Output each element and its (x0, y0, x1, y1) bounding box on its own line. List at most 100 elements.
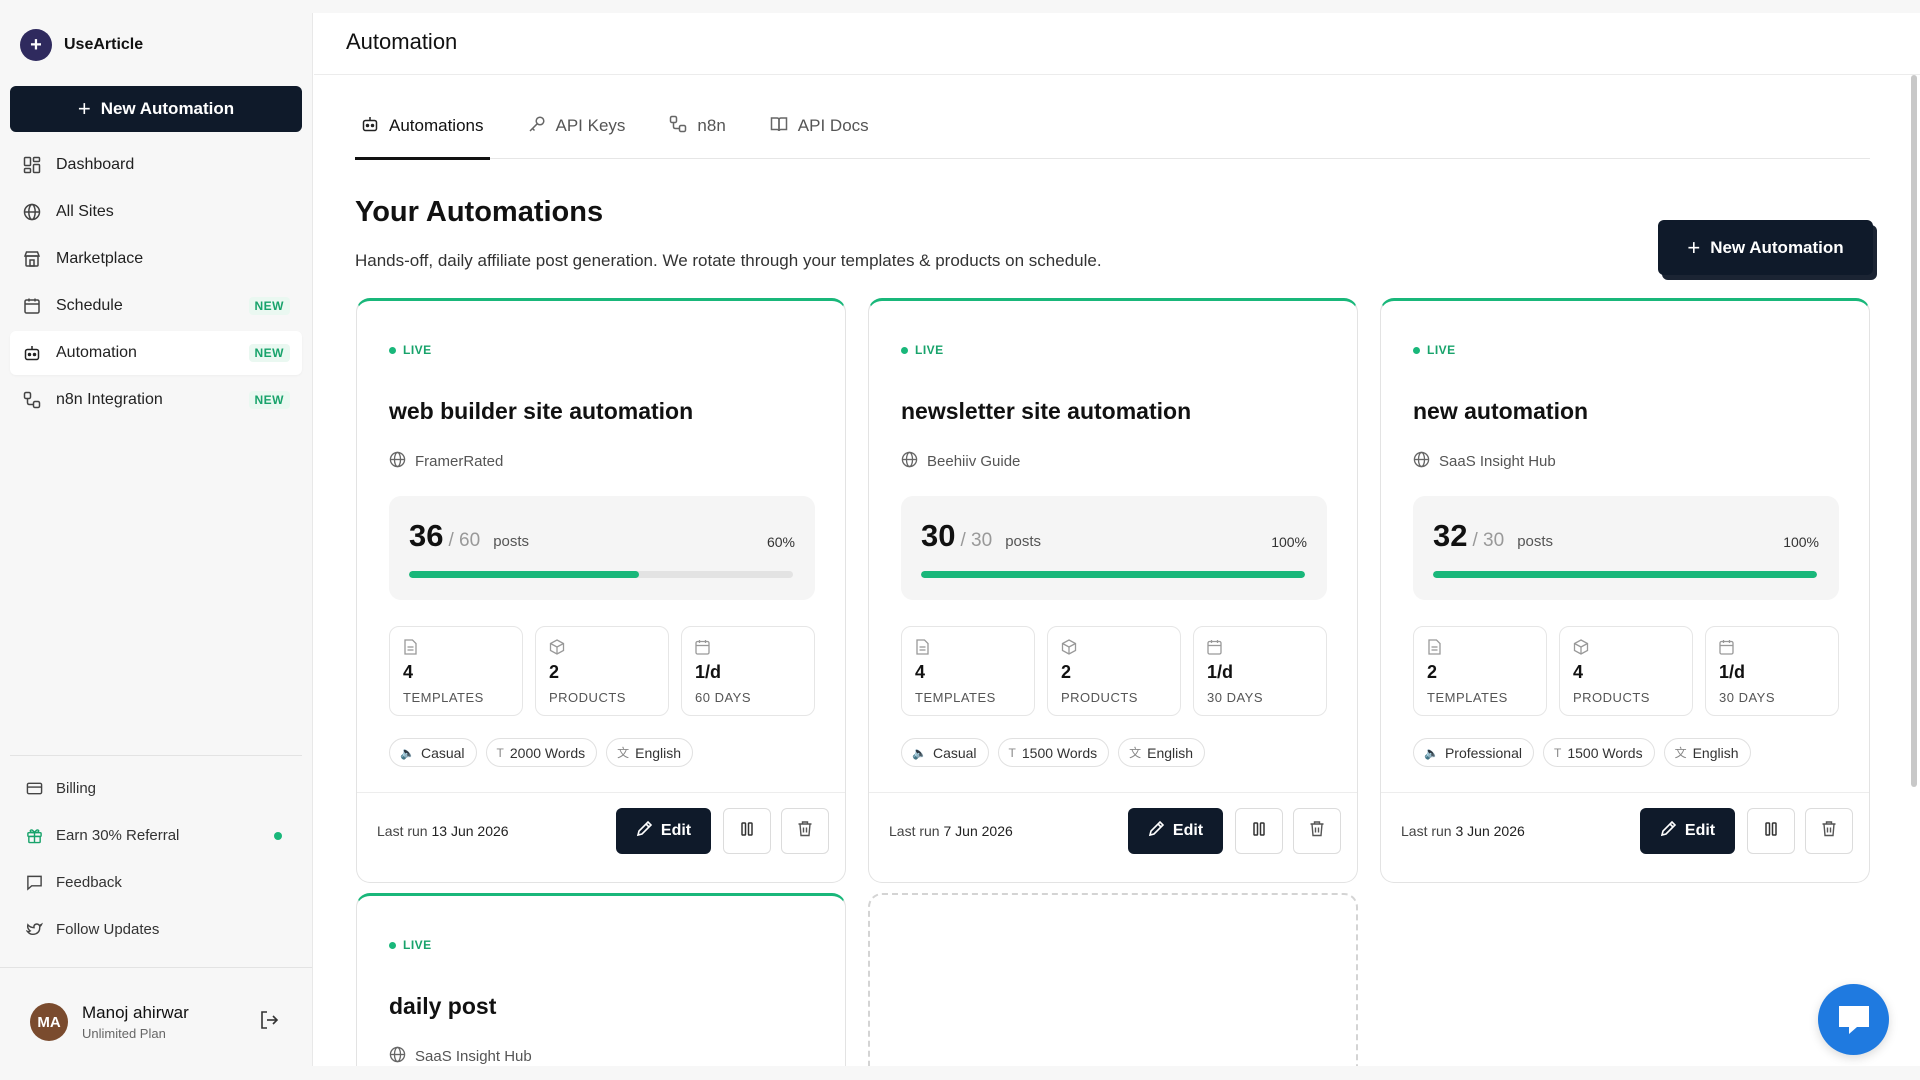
translate-icon: 文 (1674, 746, 1687, 760)
sidebar-new-automation-label: New Automation (100, 99, 235, 118)
section-subtitle: Hands-off, daily affiliate post generati… (355, 251, 1102, 270)
tab-api-keys[interactable]: API Keys (522, 93, 632, 159)
sidebar-item-feedback[interactable]: Feedback (10, 859, 302, 906)
new-automation-button[interactable]: + New Automation (1658, 220, 1873, 275)
pause-button[interactable] (1747, 808, 1795, 854)
sidebar-item-label: Feedback (56, 874, 122, 891)
sidebar-item-label: Schedule (56, 297, 123, 314)
pause-icon (1252, 821, 1266, 842)
stat-label: PRODUCTS (549, 690, 626, 705)
tab-api-docs[interactable]: API Docs (764, 93, 875, 159)
edit-button[interactable]: Edit (1640, 808, 1735, 854)
delete-button[interactable] (781, 808, 829, 854)
stat-value: 1/d (695, 662, 722, 682)
chip-label: Professional (1444, 744, 1522, 761)
brand[interactable]: + UseArticle (20, 29, 143, 61)
sidebar-item-all-sites[interactable]: All Sites (10, 190, 302, 234)
live-label: LIVE (915, 343, 944, 357)
empty-card-placeholder[interactable] (868, 893, 1358, 1066)
words-chip: T 1500 Words (997, 738, 1110, 767)
logout-icon[interactable] (258, 1009, 280, 1036)
key-icon (528, 115, 546, 138)
words-chip: T 2000 Words (485, 738, 598, 767)
trash-icon (797, 820, 813, 842)
twitter-icon (24, 920, 44, 940)
sidebar-item-label: All Sites (56, 203, 114, 220)
stat-label: TEMPLATES (1427, 690, 1508, 705)
automation-card[interactable]: LIVE web builder site automation FramerR… (356, 298, 846, 883)
sidebar-item-billing[interactable]: Billing (10, 765, 302, 812)
post-count: 32 / 30 posts (1433, 518, 1553, 554)
chat-support-button[interactable] (1818, 984, 1889, 1055)
sidebar-item-dashboard[interactable]: Dashboard (10, 143, 302, 187)
tone-chip: 🔈 Casual (901, 738, 989, 767)
sidebar-item-label: Earn 30% Referral (56, 827, 180, 844)
progress-percent: 60% (766, 534, 795, 550)
edit-button[interactable]: Edit (1128, 808, 1223, 854)
calendar-icon (695, 640, 710, 659)
pause-button[interactable] (723, 808, 771, 854)
edit-button[interactable]: Edit (616, 808, 711, 854)
stat-value: 2 (1427, 662, 1438, 682)
delete-button[interactable] (1805, 808, 1853, 854)
progress-panel: 36 / 60 posts 60% (389, 496, 815, 600)
progress-fill (921, 571, 1305, 578)
card-footer: Last run 13 Jun 2026 Edit (357, 792, 845, 874)
globe-icon (901, 451, 918, 472)
card-site: FramerRated (389, 451, 503, 472)
live-status-badge: LIVE (389, 938, 432, 952)
pause-button[interactable] (1235, 808, 1283, 854)
posts-done: 30 (921, 518, 956, 553)
stat-label: 60 DAYS (695, 690, 752, 705)
sidebar-item-automation[interactable]: Automation NEW (10, 331, 302, 375)
user-info: Manoj ahirwar Unlimited Plan (82, 1003, 189, 1041)
progress-bar (1433, 571, 1817, 578)
last-run: Last run 13 Jun 2026 (377, 823, 509, 839)
last-run-date: 13 Jun 2026 (431, 823, 509, 839)
card-footer: Last run 7 Jun 2026 Edit (869, 792, 1357, 874)
site-name: SaaS Insight Hub (415, 1048, 532, 1065)
automation-card[interactable]: LIVE new automation SaaS Insight Hub 32 … (1380, 298, 1870, 883)
chip-label: English (1147, 744, 1194, 761)
sidebar-item-marketplace[interactable]: Marketplace (10, 237, 302, 281)
live-status-badge: LIVE (901, 343, 944, 357)
avatar: MA (30, 1003, 68, 1041)
automation-card[interactable]: LIVE newsletter site automation Beehiiv … (868, 298, 1358, 883)
stats-row: 4 TEMPLATES 2 PRODUCTS 1/d 60 DAYS (389, 626, 815, 716)
stats-row: 4 TEMPLATES 2 PRODUCTS 1/d 30 DAYS (901, 626, 1327, 716)
chip-label: Casual (932, 744, 977, 761)
tab-automations[interactable]: Automations (355, 93, 490, 160)
edit-label: Edit (1684, 822, 1716, 839)
live-dot (389, 346, 396, 354)
card-title: newsletter site automation (901, 398, 1192, 424)
stat-value: 2 (549, 662, 560, 682)
user-profile[interactable]: MA Manoj ahirwar Unlimited Plan (30, 1003, 290, 1041)
tab-label: API Docs (797, 116, 869, 135)
last-run-label: Last run (889, 823, 940, 839)
sidebar-item-follow-updates[interactable]: Follow Updates (10, 906, 302, 953)
sidebar-item-n8n-integration[interactable]: n8n Integration NEW (10, 378, 302, 422)
stat-value: 4 (915, 662, 926, 682)
speaker-icon: 🔈 (1424, 745, 1439, 760)
progress-fill (1433, 571, 1817, 578)
sidebar-item-referral[interactable]: Earn 30% Referral (10, 812, 302, 859)
posts-done: 36 (409, 518, 444, 553)
settings-chips: 🔈 Casual T 2000 Words 文 English (389, 738, 694, 767)
chip-label: English (635, 744, 682, 761)
sidebar: + UseArticle + New Automation Dashboard … (0, 13, 313, 1066)
sidebar-item-schedule[interactable]: Schedule NEW (10, 284, 302, 328)
card-footer: Last run 3 Jun 2026 Edit (1381, 792, 1869, 874)
sidebar-new-automation-button[interactable]: + New Automation (10, 86, 302, 132)
globe-icon (1413, 451, 1430, 472)
pause-icon (740, 821, 754, 842)
stat-templates: 4 TEMPLATES (389, 626, 523, 716)
plus-icon: + (1687, 234, 1701, 260)
globe-icon (389, 451, 406, 472)
site-name: Beehiiv Guide (927, 453, 1021, 470)
stat-value: 4 (1573, 662, 1584, 682)
tab-n8n[interactable]: n8n (663, 93, 731, 159)
scrollbar[interactable] (1911, 75, 1917, 787)
automation-card[interactable]: LIVE daily post SaaS Insight Hub (356, 893, 846, 1066)
sidebar-item-label: Dashboard (56, 156, 135, 173)
delete-button[interactable] (1293, 808, 1341, 854)
